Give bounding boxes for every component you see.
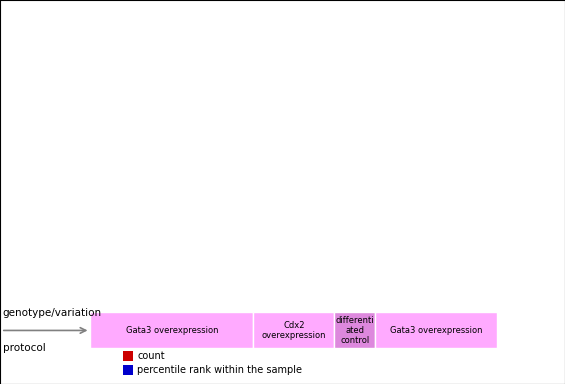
Point <box>147 259 156 265</box>
Point <box>188 139 197 145</box>
Bar <box>425 124 447 282</box>
Text: GSM325457: GSM325457 <box>427 289 436 344</box>
Text: GSM325451: GSM325451 <box>142 289 151 344</box>
FancyBboxPatch shape <box>375 313 497 348</box>
Text: protocol: protocol <box>3 343 46 353</box>
Bar <box>99 252 122 282</box>
Bar <box>303 254 325 282</box>
Point <box>350 167 359 173</box>
Text: Gata3 overexpression: Gata3 overexpression <box>125 326 218 335</box>
Bar <box>262 253 285 282</box>
FancyBboxPatch shape <box>334 313 375 348</box>
Point <box>391 95 400 101</box>
Bar <box>181 262 203 282</box>
Text: Cdx2
overexpression: Cdx2 overexpression <box>262 321 326 340</box>
Text: GSM325455: GSM325455 <box>305 289 314 344</box>
Text: GSM325452: GSM325452 <box>183 289 192 344</box>
Point <box>472 55 481 61</box>
Text: GSM325458: GSM325458 <box>468 289 477 344</box>
Point <box>269 126 278 132</box>
Bar <box>123 351 133 361</box>
Text: percentile rank within the sample: percentile rank within the sample <box>137 365 302 375</box>
Text: GSM325456: GSM325456 <box>386 289 396 344</box>
Text: GSM325453: GSM325453 <box>224 289 233 344</box>
Point <box>228 80 237 86</box>
Title: GDS3949 / 1449888_at: GDS3949 / 1449888_at <box>205 9 383 25</box>
Text: control: control <box>215 292 251 302</box>
Text: count: count <box>137 351 165 361</box>
Text: Cdx2-null: Cdx2-null <box>411 292 461 302</box>
Text: Gata3 overexpression: Gata3 overexpression <box>390 326 483 335</box>
Bar <box>221 195 244 282</box>
Text: GSM325454: GSM325454 <box>264 289 273 344</box>
Text: GSM325459: GSM325459 <box>346 289 355 344</box>
Bar <box>140 276 163 282</box>
Bar <box>344 266 366 282</box>
Point <box>432 65 441 71</box>
FancyBboxPatch shape <box>375 282 497 313</box>
Point <box>310 134 319 140</box>
Text: differenti
ated
control: differenti ated control <box>336 316 374 345</box>
Text: GSM325450: GSM325450 <box>102 289 111 344</box>
FancyBboxPatch shape <box>253 313 334 348</box>
Point <box>106 121 115 127</box>
Bar <box>466 50 488 282</box>
FancyBboxPatch shape <box>90 282 375 313</box>
Bar <box>123 365 133 375</box>
Text: genotype/variation: genotype/variation <box>3 308 102 318</box>
Bar <box>384 223 407 282</box>
FancyBboxPatch shape <box>90 313 253 348</box>
